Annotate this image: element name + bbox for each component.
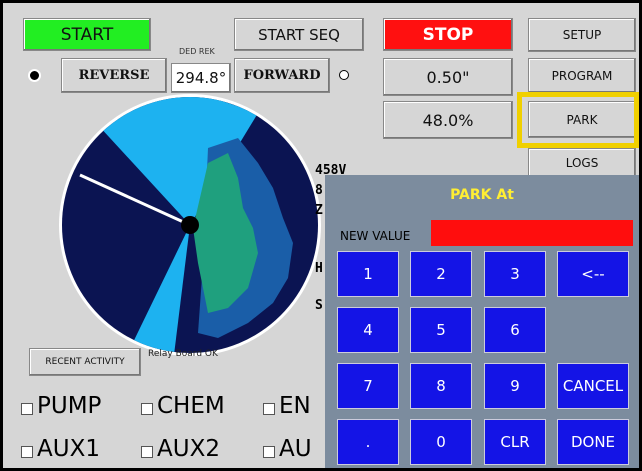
ded-rek-label: DED REK [179,47,215,56]
stop-button[interactable]: STOP [383,18,513,51]
status-text: Relay Board OK [148,349,218,359]
key[interactable]: 3 [484,251,546,297]
forward-button[interactable]: FORWARD [234,58,330,93]
side-label: S [315,298,323,313]
key[interactable]: CLR [484,419,546,465]
checkbox[interactable] [21,403,33,415]
checkbox-label: AUX2 [157,436,220,462]
gauge-sector [123,225,190,353]
gauge [59,94,321,356]
gauge-zone [193,153,258,313]
checkbox[interactable] [263,446,275,458]
key[interactable]: CANCEL [557,363,629,409]
logs-button[interactable]: LOGS [528,148,636,178]
key[interactable]: 2 [410,251,472,297]
recent-activity-button[interactable]: RECENT ACTIVITY [29,348,141,376]
key[interactable]: 7 [337,363,399,409]
checkbox[interactable] [21,446,33,458]
ded-rek-value: 294.8° [171,63,231,93]
start-button[interactable]: START [23,18,151,51]
setup-button[interactable]: SETUP [528,18,636,52]
side-label: H [315,261,323,276]
dialog: PARK At NEW VALUE 1 2 3 <-- 4 5 6 7 8 9 CANCEL. 0 CL… [325,175,639,468]
key[interactable]: . [337,419,399,465]
checkbox-label: PUMP [37,393,102,419]
hub [181,216,199,234]
checkbox-label: AU [279,436,312,462]
key[interactable]: 1 [337,251,399,297]
field-label: NEW VALUE [340,229,411,243]
reverse-button[interactable]: REVERSE [61,58,167,93]
checkbox-label: AUX1 [37,436,100,462]
highlight [517,92,639,148]
key[interactable]: 8 [410,363,472,409]
checkbox-label: CHEM [157,393,225,419]
checkbox[interactable] [141,446,153,458]
needle [79,173,191,227]
key[interactable]: 0 [410,419,472,465]
dialog-title: PARK At [450,187,514,203]
value-field[interactable] [431,220,633,246]
side-label: Z [315,203,323,218]
checkbox-label: EN [279,393,311,419]
key[interactable]: 5 [410,307,472,353]
key[interactable]: DONE [557,419,629,465]
radio-reverse[interactable] [28,69,41,82]
program-button[interactable]: PROGRAM [528,58,636,93]
percent-readout: 48.0% [383,101,513,139]
key[interactable]: 9 [484,363,546,409]
side-label: 8 [315,183,323,198]
gauge-sector [98,97,258,225]
park-button[interactable]: PARK [528,101,636,138]
checkbox[interactable] [141,403,153,415]
key[interactable]: <-- [557,251,629,297]
key[interactable]: 6 [484,307,546,353]
radio-forward[interactable] [339,70,349,80]
key[interactable]: 4 [337,307,399,353]
checkbox[interactable] [263,403,275,415]
side-label: 458V [315,163,347,178]
inches-readout: 0.50" [383,58,513,96]
start-seq-button[interactable]: START SEQ [234,18,364,51]
